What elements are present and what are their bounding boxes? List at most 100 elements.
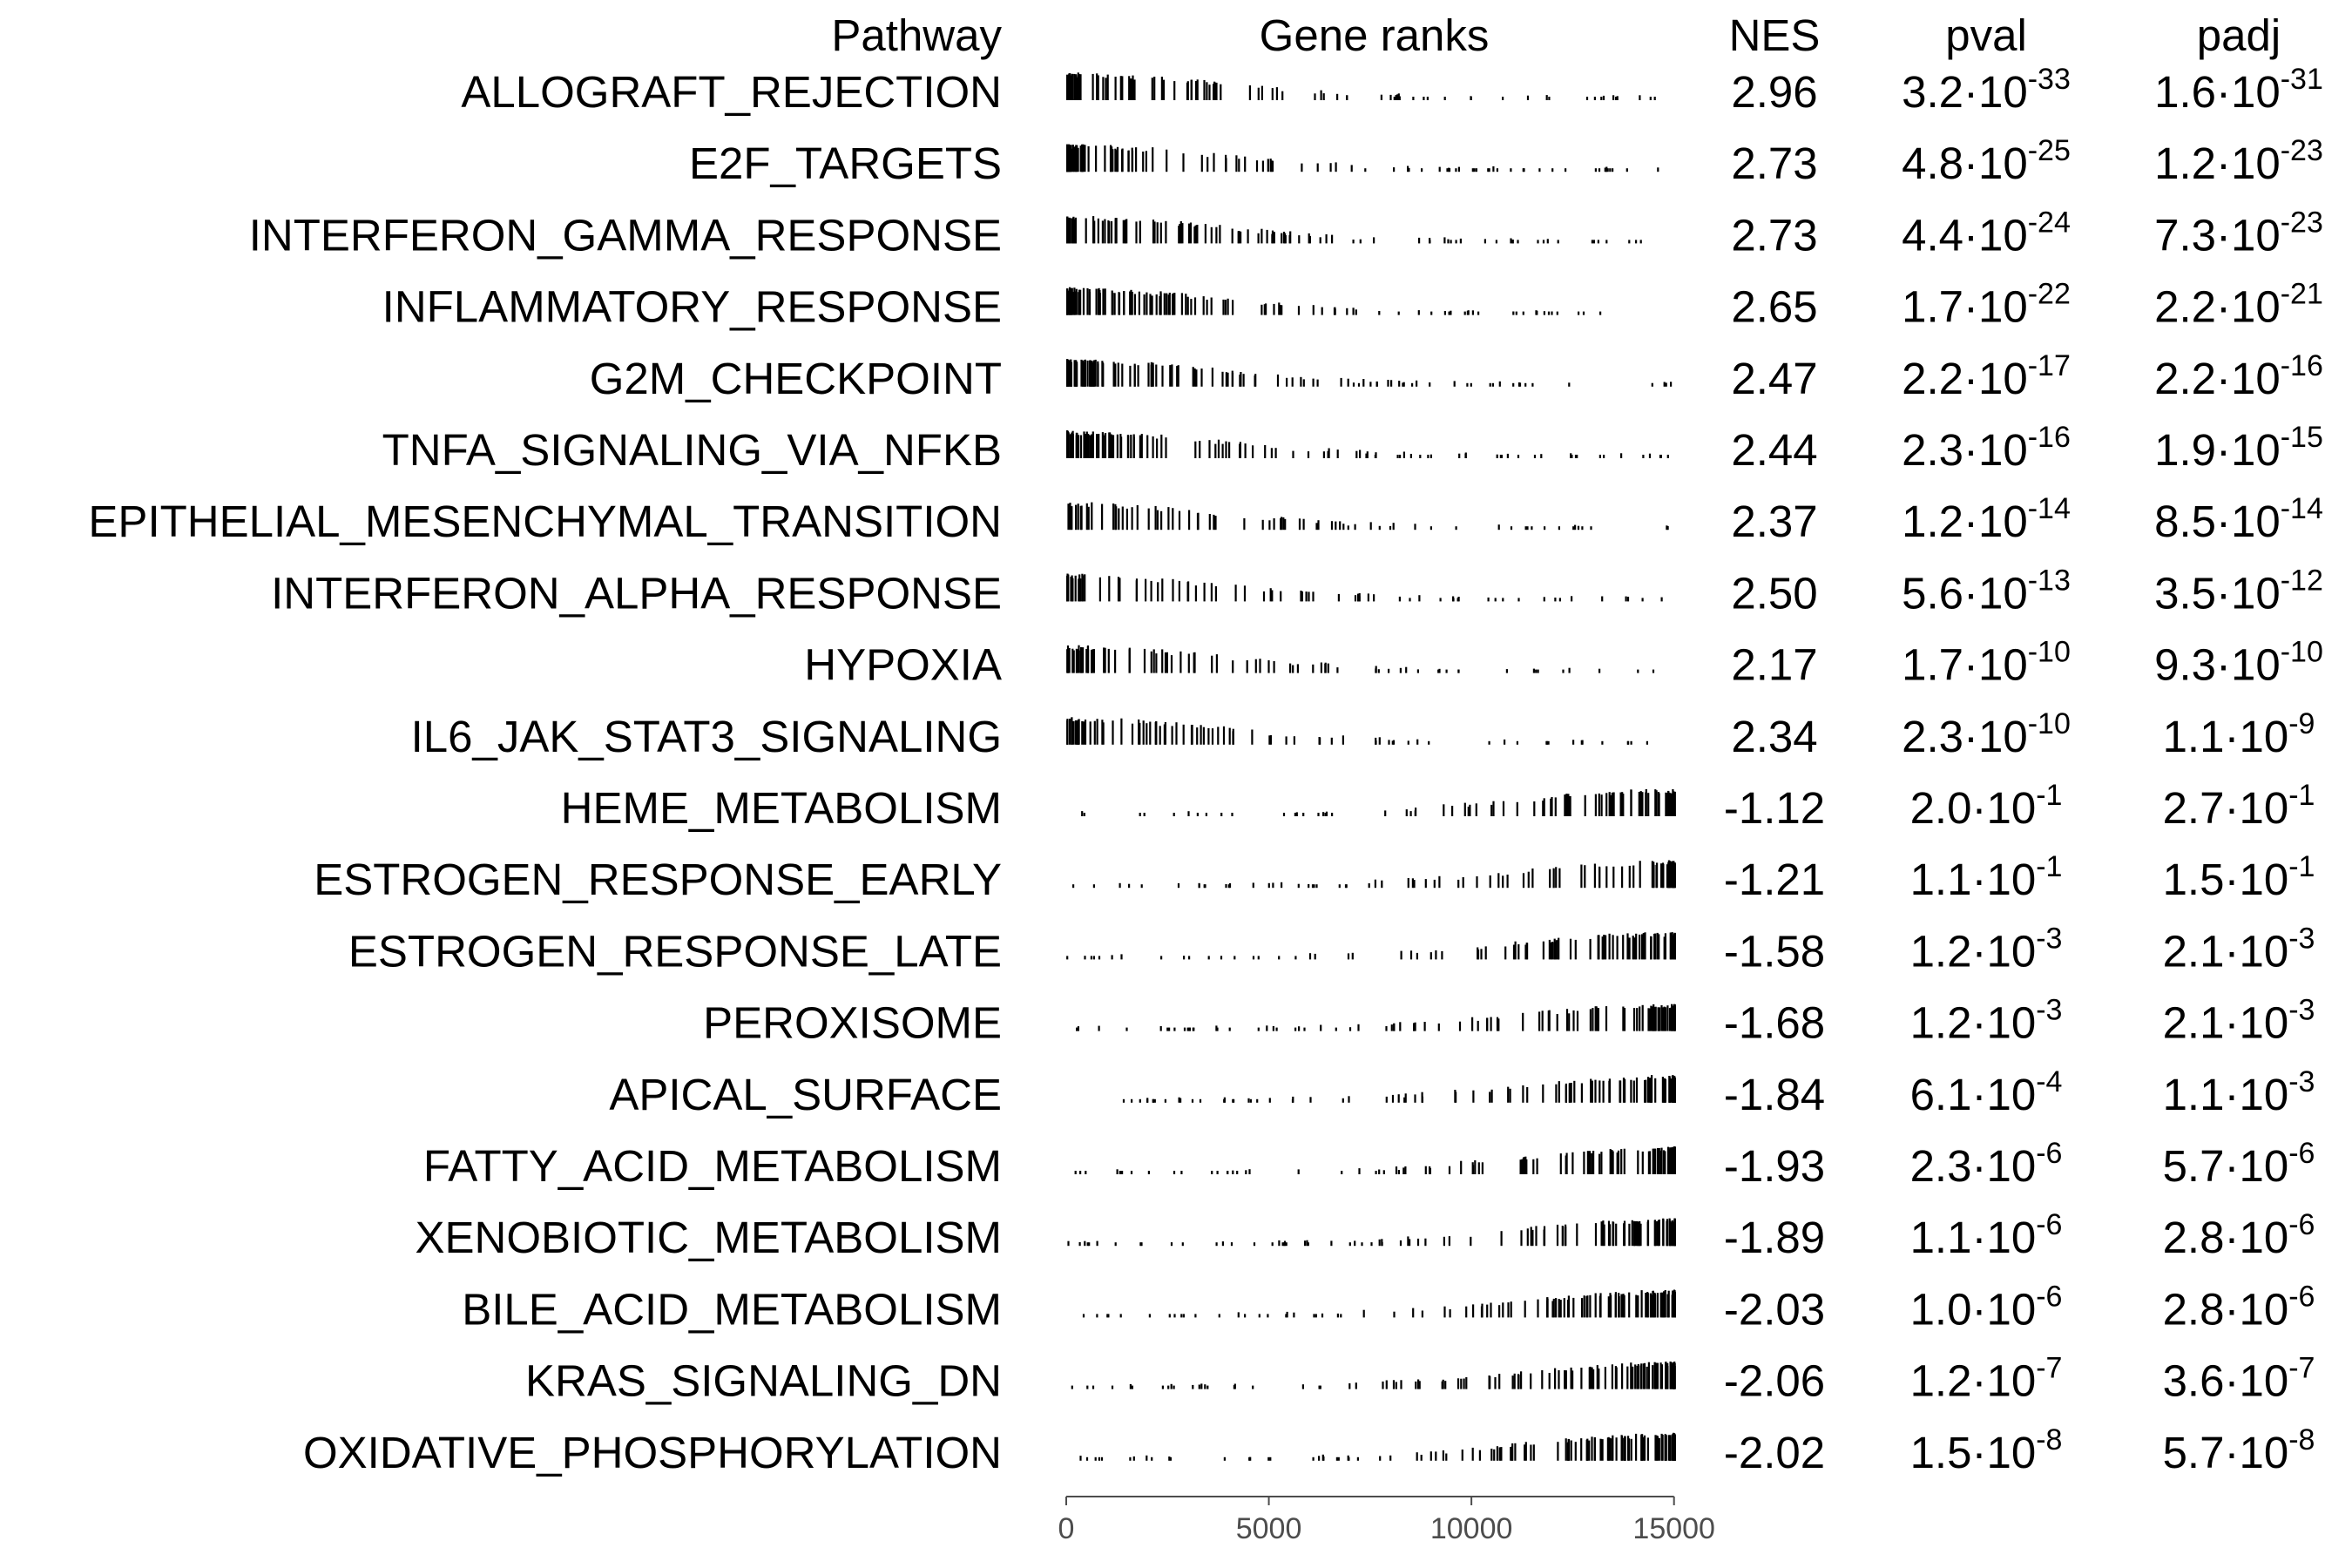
- padj-value-exponent: -31: [2281, 63, 2323, 96]
- padj-value: 3.5·10-12: [2154, 564, 2323, 618]
- gene-rank-tick: [1395, 1382, 1397, 1389]
- gene-rank-tick: [1535, 669, 1538, 673]
- gene-rank-tick: [1252, 882, 1254, 889]
- gene-rank-tick: [1304, 1240, 1307, 1247]
- gene-rank-tick: [1552, 868, 1555, 889]
- nes-value: -2.02: [1724, 1428, 1825, 1477]
- gene-rank-tick: [1605, 866, 1608, 889]
- gene-rank-tick: [1671, 1146, 1673, 1174]
- pval-value-exponent: -1: [2036, 779, 2062, 812]
- pval-value-mantissa: 1.1: [1910, 1213, 1972, 1262]
- gene-rank-tick: [1084, 145, 1086, 172]
- gene-rank-tick: [1507, 1302, 1510, 1318]
- gene-rank-tick: [1319, 1385, 1321, 1389]
- gene-rank-tick: [1628, 865, 1631, 889]
- gene-rank-tick: [1574, 1442, 1577, 1461]
- gene-rank-tick: [1544, 526, 1546, 531]
- gene-rank-tick: [1490, 1017, 1492, 1031]
- gene-rank-tick: [1342, 735, 1344, 745]
- gene-rank-tick: [1424, 1166, 1427, 1174]
- gene-rank-tick: [1301, 163, 1303, 172]
- pval-value-exponent: -16: [2028, 421, 2071, 454]
- gene-rank-tick: [1543, 798, 1545, 816]
- gene-rank-tick: [1428, 740, 1430, 745]
- gene-rank-tick: [1443, 1236, 1445, 1247]
- gene-rank-tick: [1088, 1242, 1091, 1247]
- gene-rank-tick: [1318, 1456, 1321, 1461]
- padj-value-mantissa: 2.8: [2163, 1213, 2225, 1262]
- gene-rank-tick: [1510, 1301, 1512, 1318]
- gene-rank-tick: [1143, 813, 1146, 816]
- gene-rank-tick: [1663, 936, 1666, 960]
- gene-rank-tick: [1312, 378, 1315, 387]
- gene-rank-tick: [1564, 1370, 1566, 1389]
- gene-rank-tick: [1150, 651, 1152, 673]
- gene-rank-tick: [1524, 1444, 1526, 1461]
- gene-rank-tick: [1194, 441, 1197, 458]
- gene-rank-tick: [1306, 1240, 1308, 1247]
- gene-rank-tick: [1647, 1151, 1650, 1174]
- gene-rank-tick: [1635, 1294, 1638, 1318]
- gene-rank-tick: [1139, 813, 1141, 816]
- gene-rank-tick: [1510, 526, 1513, 531]
- gene-rank-tick: [1569, 796, 1571, 816]
- pathway-label: APICAL_SURFACE: [609, 1070, 1002, 1119]
- gene-rank-tick: [1123, 291, 1125, 315]
- gene-rank-tick: [1180, 293, 1183, 315]
- gene-rank-tick: [1335, 1027, 1337, 1031]
- gene-rank-tick: [1586, 1151, 1589, 1174]
- gene-rank-tick: [1263, 304, 1266, 315]
- gene-rank-tick: [1192, 367, 1194, 387]
- gene-rank-tick: [1385, 1026, 1388, 1031]
- gene-rank-tick: [1082, 287, 1085, 315]
- gene-rank-tick: [1516, 740, 1518, 745]
- gene-rank-tick: [1603, 1224, 1605, 1247]
- gene-rank-tick: [1669, 1220, 1672, 1247]
- pval-value-mantissa: 1.2: [1910, 1356, 1972, 1406]
- gene-rank-tick: [1524, 1156, 1527, 1174]
- gene-rank-tick: [1308, 235, 1311, 244]
- gene-rank-tick: [1082, 1314, 1085, 1318]
- gene-rank-tick: [1449, 1309, 1451, 1318]
- gene-rank-tick: [1110, 221, 1113, 244]
- padj-value-mantissa: 2.8: [2163, 1284, 2225, 1334]
- gene-rank-tick: [1537, 240, 1539, 244]
- gene-rank-tick: [1554, 797, 1557, 816]
- gene-rank-tick: [1524, 944, 1527, 960]
- gene-rank-tick: [1609, 1149, 1612, 1174]
- pval-value-mantissa: 4.8: [1902, 139, 1963, 188]
- gene-rank-tick: [1199, 441, 1201, 458]
- gene-rank-tick: [1496, 168, 1498, 172]
- gene-rank-tick: [1567, 1295, 1570, 1318]
- gene-rank-tick: [1230, 1242, 1233, 1247]
- gene-rank-tick: [1206, 300, 1208, 315]
- gene-rank-tick: [1352, 382, 1355, 387]
- gene-rank-tick: [1218, 1314, 1220, 1318]
- gene-rank-tick: [1487, 168, 1490, 172]
- pval-value-exponent: -10: [2028, 636, 2071, 669]
- gene-rank-tick: [1270, 448, 1273, 458]
- gene-rank-tick: [1591, 1080, 1593, 1103]
- gene-rank-tick: [1477, 1020, 1479, 1031]
- gene-rank-tick: [1143, 648, 1146, 673]
- gene-rank-tick: [1555, 1084, 1558, 1103]
- gene-rank-tick: [1346, 308, 1348, 315]
- gene-rank-tick: [1388, 740, 1390, 745]
- gene-rank-tick: [1437, 1023, 1440, 1031]
- padj-value: 1.2·10-23: [2154, 134, 2323, 188]
- gene-rank-tick: [1640, 1290, 1643, 1318]
- gene-rank-tick: [1574, 524, 1577, 531]
- gene-rank-tick: [1291, 377, 1294, 387]
- gene-rank-tick: [1585, 1441, 1589, 1461]
- gene-rank-tick: [1467, 807, 1470, 816]
- gene-rank-tick: [1215, 1242, 1218, 1247]
- gene-rank-tick: [1438, 166, 1441, 172]
- gene-rank-tick: [1112, 720, 1114, 745]
- gene-rank-tick: [1580, 1368, 1583, 1389]
- gene-rank-tick: [1641, 792, 1644, 816]
- padj-value: 3.6·10-7: [2163, 1352, 2315, 1406]
- gene-rank-tick: [1282, 517, 1285, 531]
- gene-rank-tick: [1622, 1078, 1625, 1103]
- gene-rank-barcode: [1082, 1289, 1676, 1318]
- gene-rank-tick: [1116, 146, 1119, 172]
